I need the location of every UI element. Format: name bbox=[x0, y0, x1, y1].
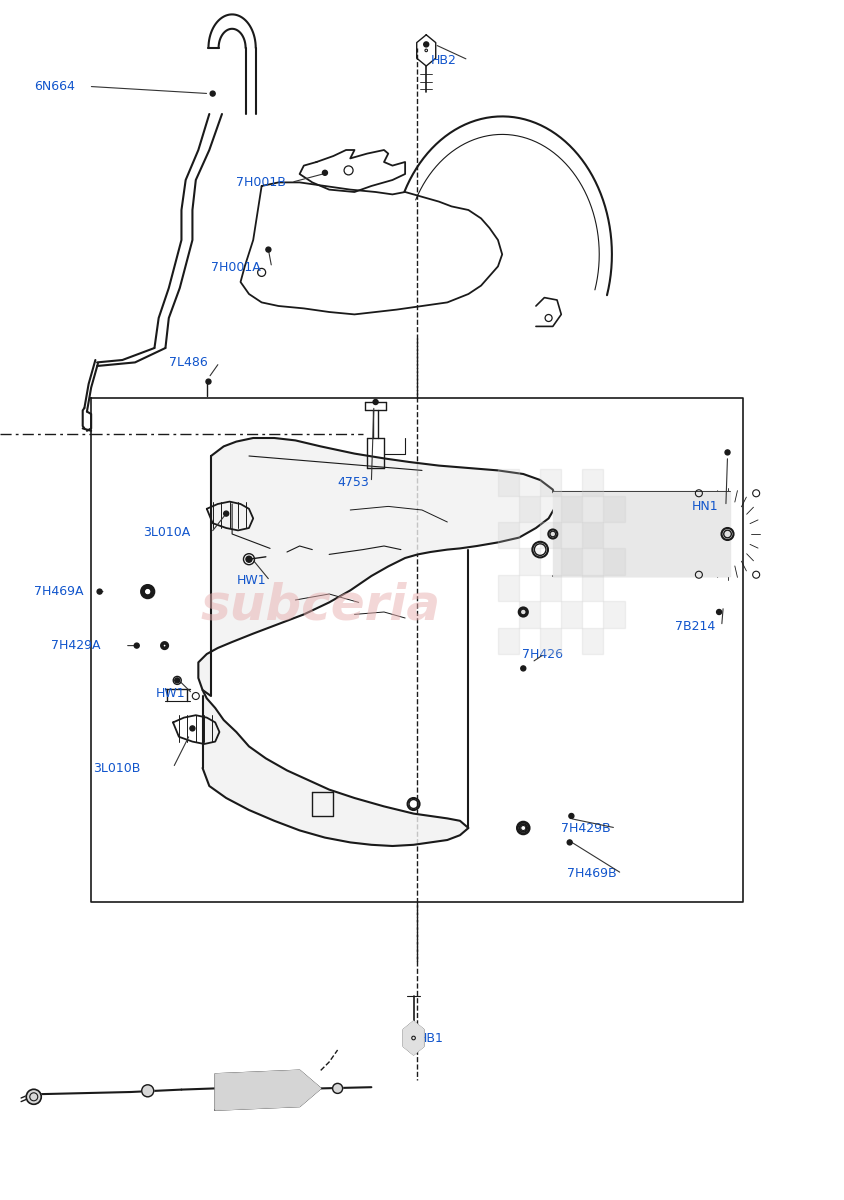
Text: 7H426: 7H426 bbox=[522, 648, 563, 660]
FancyBboxPatch shape bbox=[603, 496, 625, 522]
Circle shape bbox=[206, 379, 211, 384]
Circle shape bbox=[26, 1090, 41, 1104]
FancyBboxPatch shape bbox=[582, 469, 603, 496]
Circle shape bbox=[717, 610, 722, 614]
Polygon shape bbox=[553, 492, 730, 576]
FancyBboxPatch shape bbox=[519, 496, 540, 522]
FancyBboxPatch shape bbox=[603, 548, 625, 575]
Text: HW1: HW1 bbox=[156, 688, 186, 700]
Polygon shape bbox=[203, 690, 468, 846]
FancyBboxPatch shape bbox=[540, 575, 561, 601]
Circle shape bbox=[725, 450, 730, 455]
Text: 7H469A: 7H469A bbox=[34, 586, 84, 598]
Text: 7H001B: 7H001B bbox=[236, 176, 286, 188]
FancyBboxPatch shape bbox=[582, 522, 603, 548]
Text: 7H429A: 7H429A bbox=[51, 640, 100, 652]
Text: 7H469B: 7H469B bbox=[567, 868, 617, 880]
Text: 3L010B: 3L010B bbox=[93, 762, 140, 774]
FancyBboxPatch shape bbox=[540, 628, 561, 654]
FancyBboxPatch shape bbox=[561, 496, 582, 522]
Circle shape bbox=[373, 400, 378, 404]
FancyBboxPatch shape bbox=[498, 575, 519, 601]
Circle shape bbox=[190, 726, 195, 731]
FancyBboxPatch shape bbox=[540, 469, 561, 496]
FancyBboxPatch shape bbox=[498, 628, 519, 654]
Text: HB1: HB1 bbox=[418, 1032, 444, 1044]
FancyBboxPatch shape bbox=[540, 522, 561, 548]
Circle shape bbox=[246, 556, 252, 562]
Circle shape bbox=[322, 170, 327, 175]
Circle shape bbox=[518, 823, 528, 833]
Circle shape bbox=[722, 528, 733, 540]
Circle shape bbox=[567, 840, 572, 845]
Circle shape bbox=[224, 511, 229, 516]
FancyBboxPatch shape bbox=[561, 601, 582, 628]
Circle shape bbox=[549, 529, 557, 539]
Text: 7H001A: 7H001A bbox=[211, 262, 261, 274]
Circle shape bbox=[246, 557, 252, 562]
Text: 3L010A: 3L010A bbox=[143, 527, 191, 539]
Circle shape bbox=[519, 607, 528, 617]
Circle shape bbox=[424, 42, 429, 47]
Text: 6N664: 6N664 bbox=[34, 80, 74, 92]
Circle shape bbox=[333, 1084, 343, 1093]
Circle shape bbox=[519, 824, 528, 832]
Text: 4753: 4753 bbox=[338, 476, 370, 488]
Polygon shape bbox=[403, 1021, 424, 1055]
FancyBboxPatch shape bbox=[582, 575, 603, 601]
Text: 7B214: 7B214 bbox=[675, 620, 716, 632]
FancyBboxPatch shape bbox=[498, 522, 519, 548]
FancyBboxPatch shape bbox=[519, 548, 540, 575]
FancyBboxPatch shape bbox=[498, 469, 519, 496]
Circle shape bbox=[142, 1085, 154, 1097]
Text: 7H429B: 7H429B bbox=[561, 822, 611, 834]
Text: HN1: HN1 bbox=[692, 500, 719, 512]
FancyBboxPatch shape bbox=[603, 601, 625, 628]
Circle shape bbox=[134, 643, 139, 648]
FancyBboxPatch shape bbox=[582, 628, 603, 654]
Circle shape bbox=[521, 666, 526, 671]
Text: HW1: HW1 bbox=[236, 575, 266, 587]
Text: 7L486: 7L486 bbox=[169, 356, 208, 368]
Polygon shape bbox=[198, 438, 557, 696]
Circle shape bbox=[210, 91, 215, 96]
Circle shape bbox=[569, 814, 574, 818]
Polygon shape bbox=[215, 1070, 321, 1110]
FancyBboxPatch shape bbox=[561, 548, 582, 575]
FancyBboxPatch shape bbox=[519, 601, 540, 628]
Circle shape bbox=[266, 247, 271, 252]
Text: HB2: HB2 bbox=[430, 54, 457, 66]
Text: subceria: subceria bbox=[201, 582, 441, 630]
Circle shape bbox=[97, 589, 102, 594]
Circle shape bbox=[175, 678, 180, 683]
